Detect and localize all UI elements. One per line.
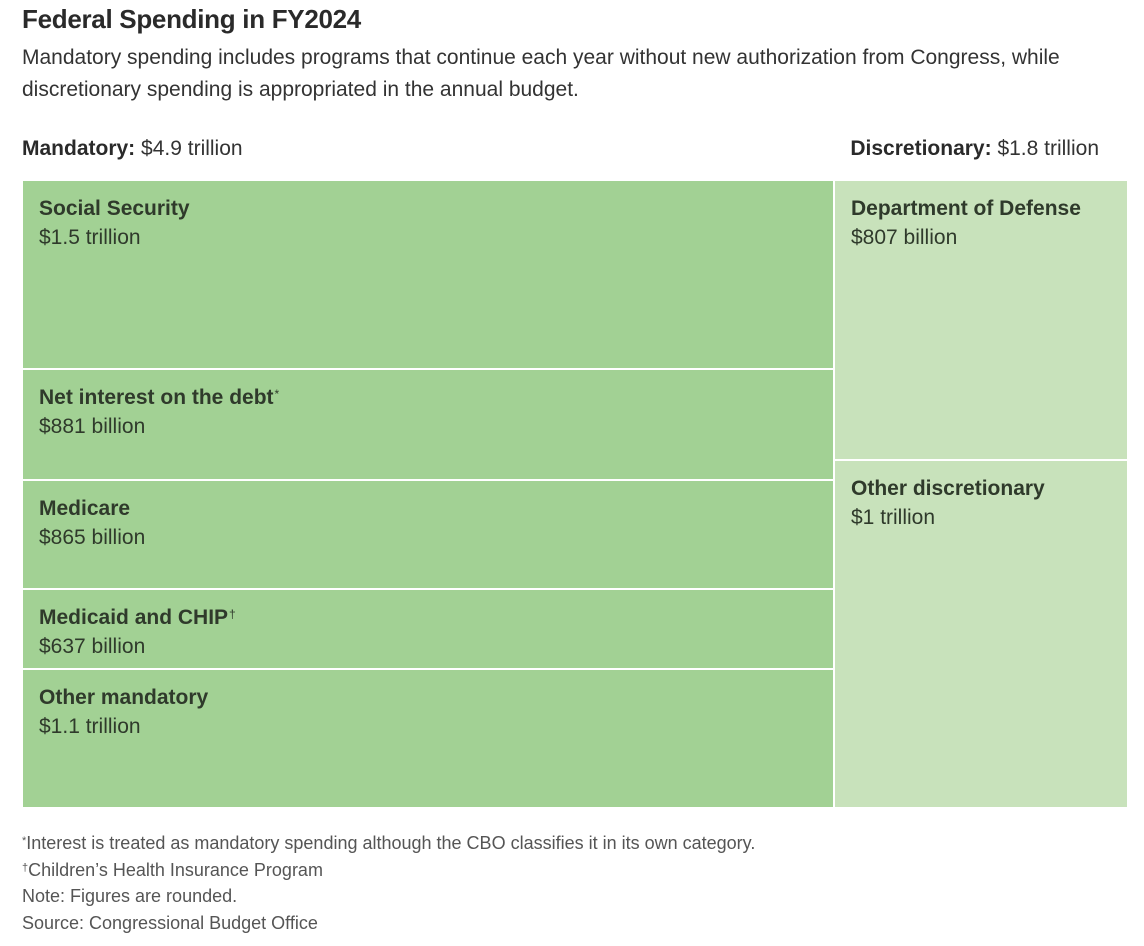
mandatory-total: $4.9 trillion <box>141 137 243 160</box>
cell-name-text: Net interest on the debt <box>39 386 274 409</box>
footnote-marker: * <box>22 835 27 847</box>
cell-name-text: Department of Defense <box>851 197 1081 220</box>
chart-title: Federal Spending in FY2024 <box>22 4 361 34</box>
discretionary-total-label: Discretionary: $1.8 trillion <box>850 137 1099 161</box>
cell-label: Medicare <box>39 495 817 523</box>
footnote-marker: † <box>229 607 236 621</box>
mandatory-total-label: Mandatory: $4.9 trillion <box>22 137 243 161</box>
treemap-cell: Other discretionary $1 trillion <box>834 460 1128 808</box>
cell-value: $807 billion <box>851 226 958 249</box>
footnote-marker: † <box>22 861 29 874</box>
footnote-note: Note: Figures are rounded. <box>22 886 238 906</box>
cell-value: $1.5 trillion <box>39 226 141 249</box>
footnotes: *Interest is treated as mandatory spendi… <box>22 830 755 936</box>
treemap-cell: Department of Defense $807 billion <box>834 180 1128 460</box>
cell-name-text: Social Security <box>39 197 190 220</box>
footnote-interest: *Interest is treated as mandatory spendi… <box>22 830 755 857</box>
treemap-cell: Medicare $865 billion <box>22 480 834 589</box>
footnote-source: Source: Congressional Budget Office <box>22 912 318 933</box>
footnote-chip: †Children’s Health Insurance Program <box>22 857 755 884</box>
treemap-cell: Social Security $1.5 trillion <box>22 180 834 369</box>
cell-value: $865 billion <box>39 526 146 549</box>
cell-label: Net interest on the debt* <box>39 384 817 412</box>
cell-label: Other mandatory <box>39 684 817 712</box>
cell-label: Department of Defense <box>851 195 1111 223</box>
cell-name-text: Other discretionary <box>851 477 1045 500</box>
treemap-cell: Other mandatory $1.1 trillion <box>22 669 834 808</box>
footnote-text: Interest is treated as mandatory spendin… <box>26 833 756 853</box>
cell-name-text: Medicare <box>39 497 131 520</box>
discretionary-label: Discretionary: <box>850 137 992 160</box>
cell-value: $1.1 trillion <box>39 715 141 738</box>
cell-name-text: Medicaid and CHIP <box>39 606 229 629</box>
cell-value: $637 billion <box>39 635 146 658</box>
mandatory-label: Mandatory: <box>22 137 136 160</box>
discretionary-total: $1.8 trillion <box>997 137 1099 160</box>
chart-subtitle: Mandatory spending includes programs tha… <box>22 46 1060 101</box>
cell-value: $1 trillion <box>851 506 936 529</box>
cell-value: $881 billion <box>39 415 146 438</box>
cell-name-text: Other mandatory <box>39 686 209 709</box>
footnote-text: Children’s Health Insurance Program <box>28 859 323 880</box>
cell-label: Medicaid and CHIP† <box>39 604 817 632</box>
treemap-cell: Net interest on the debt* $881 billion <box>22 369 834 480</box>
treemap-cell: Medicaid and CHIP† $637 billion <box>22 589 834 669</box>
cell-label: Other discretionary <box>851 475 1111 503</box>
footnote-marker: * <box>274 387 280 401</box>
spending-treemap: Social Security $1.5 trillion Net interest… <box>22 180 1128 808</box>
cell-label: Social Security <box>39 195 817 223</box>
